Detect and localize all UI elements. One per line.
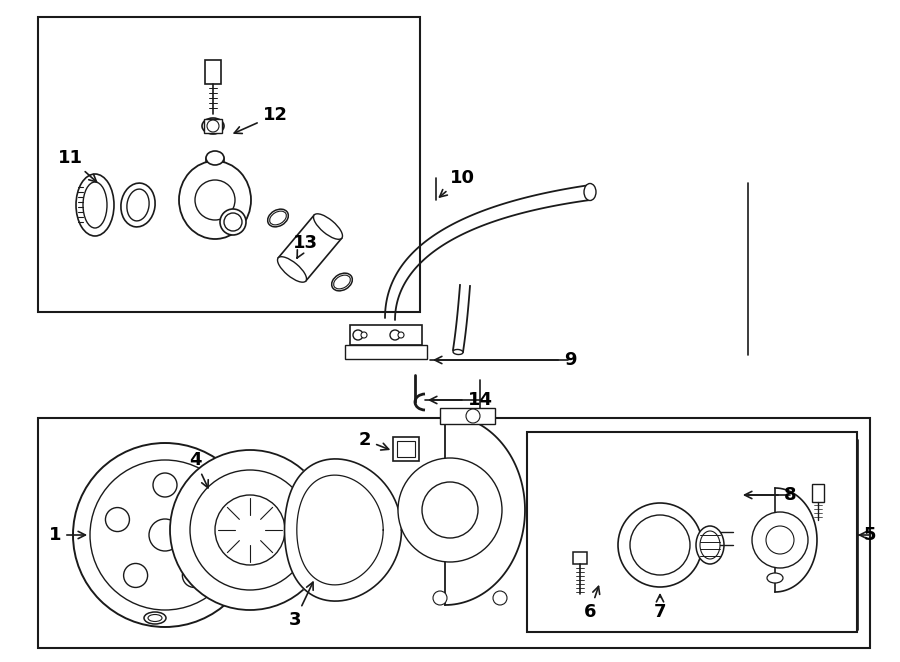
Ellipse shape xyxy=(121,183,155,227)
Circle shape xyxy=(630,515,690,575)
Circle shape xyxy=(105,508,130,532)
Ellipse shape xyxy=(267,209,288,227)
Bar xyxy=(38,418,870,648)
Ellipse shape xyxy=(696,526,724,564)
Bar xyxy=(812,484,824,502)
Ellipse shape xyxy=(220,209,246,235)
Ellipse shape xyxy=(334,275,350,289)
Circle shape xyxy=(361,332,367,338)
Ellipse shape xyxy=(144,612,166,624)
Bar xyxy=(205,60,221,84)
Bar xyxy=(397,441,415,457)
Circle shape xyxy=(390,330,400,340)
Ellipse shape xyxy=(148,614,162,622)
Bar xyxy=(350,325,422,345)
Text: 10: 10 xyxy=(439,169,474,197)
Bar xyxy=(345,345,427,359)
Ellipse shape xyxy=(313,214,343,239)
Ellipse shape xyxy=(202,118,224,134)
Ellipse shape xyxy=(700,531,720,559)
Circle shape xyxy=(766,526,794,554)
Circle shape xyxy=(466,409,480,423)
Ellipse shape xyxy=(767,573,783,583)
Circle shape xyxy=(207,120,219,132)
Circle shape xyxy=(190,470,310,590)
Circle shape xyxy=(493,591,507,605)
Text: 2: 2 xyxy=(359,431,389,450)
Text: 5: 5 xyxy=(859,526,877,544)
Circle shape xyxy=(149,519,181,551)
Circle shape xyxy=(123,563,148,587)
Circle shape xyxy=(153,473,177,497)
Circle shape xyxy=(90,460,240,610)
Polygon shape xyxy=(278,215,342,281)
Text: 4: 4 xyxy=(189,451,208,488)
Ellipse shape xyxy=(332,273,352,291)
Polygon shape xyxy=(284,459,401,601)
Text: 13: 13 xyxy=(292,234,318,258)
Circle shape xyxy=(433,591,447,605)
Circle shape xyxy=(215,495,285,565)
Circle shape xyxy=(195,180,235,220)
Circle shape xyxy=(224,213,242,231)
Circle shape xyxy=(398,332,404,338)
Bar xyxy=(393,437,419,461)
Circle shape xyxy=(353,330,363,340)
Ellipse shape xyxy=(83,182,107,228)
Text: 7: 7 xyxy=(653,594,666,621)
Ellipse shape xyxy=(206,151,224,165)
Text: 6: 6 xyxy=(584,587,599,621)
Ellipse shape xyxy=(270,211,286,225)
Ellipse shape xyxy=(277,257,307,282)
Text: 9: 9 xyxy=(435,351,576,369)
Ellipse shape xyxy=(76,174,114,236)
Ellipse shape xyxy=(584,183,596,201)
Text: 1: 1 xyxy=(49,526,86,544)
Circle shape xyxy=(422,482,478,538)
Ellipse shape xyxy=(453,350,463,355)
Text: 8: 8 xyxy=(744,486,796,504)
Bar xyxy=(38,17,420,312)
Circle shape xyxy=(752,512,808,568)
Text: 14: 14 xyxy=(429,391,492,409)
Bar xyxy=(440,408,495,424)
Circle shape xyxy=(618,503,702,587)
Text: 11: 11 xyxy=(58,149,96,182)
Ellipse shape xyxy=(127,189,149,221)
Circle shape xyxy=(170,450,330,610)
Circle shape xyxy=(398,458,502,562)
Bar xyxy=(573,552,587,564)
Text: 12: 12 xyxy=(234,106,287,134)
Circle shape xyxy=(201,508,225,532)
Circle shape xyxy=(183,563,206,587)
Text: 3: 3 xyxy=(289,582,313,629)
Bar xyxy=(204,119,222,133)
Bar xyxy=(527,432,857,632)
Circle shape xyxy=(73,443,257,627)
Ellipse shape xyxy=(179,161,251,239)
